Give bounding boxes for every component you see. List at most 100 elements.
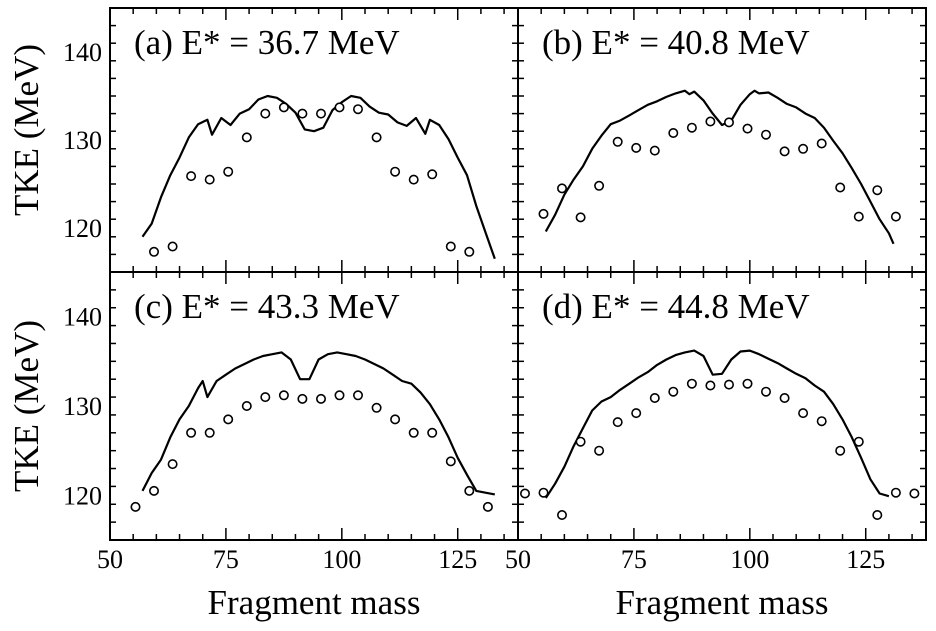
experiment-point	[223, 166, 234, 177]
experiment-point	[260, 392, 271, 403]
experiment-point	[315, 393, 326, 404]
experiment-point	[130, 501, 141, 512]
experiment-point	[779, 146, 790, 157]
experiment-point	[612, 417, 623, 428]
x-tick-label: 100	[322, 545, 361, 574]
experiment-point	[909, 488, 920, 499]
experiment-point	[352, 104, 363, 115]
experiment-point	[649, 392, 660, 403]
experiment-point	[872, 185, 883, 196]
y-tick-label: 120	[63, 214, 102, 243]
experiment-point	[723, 117, 734, 128]
experiment-point	[390, 414, 401, 425]
experiment-point	[594, 180, 605, 191]
experiment-point	[278, 390, 289, 401]
experiment-point	[297, 108, 308, 119]
x-tick-label: 75	[621, 545, 647, 574]
experiment-point	[149, 485, 160, 496]
x-tick-label: 50	[97, 545, 123, 574]
experiment-point	[798, 143, 809, 154]
experiment-point	[186, 171, 197, 182]
experiment-point	[260, 108, 271, 119]
experiment-point	[890, 211, 901, 222]
experiment-point	[482, 501, 493, 512]
experiment-point	[649, 145, 660, 156]
experiment-point	[705, 116, 716, 127]
experiment-point	[686, 122, 697, 133]
experiment-point	[297, 393, 308, 404]
experiment-point	[668, 386, 679, 397]
x-axis-label-left: Fragment mass	[208, 583, 421, 622]
experiment-point	[538, 487, 549, 498]
experiment-point	[742, 378, 753, 389]
experiment-point	[427, 427, 438, 438]
experiment-point	[779, 392, 790, 403]
panels: 120 130 140 (a) E* = 36.7 MeV (b) E* = 40.8 …	[63, 7, 927, 574]
panel-b: (b) E* = 40.8 MeV	[517, 7, 927, 273]
experiment-point	[631, 408, 642, 419]
experiment-point	[223, 414, 234, 425]
calculation-line	[544, 89, 895, 245]
experiment-point	[835, 182, 846, 193]
experiment-point	[575, 436, 586, 447]
experiment-point	[241, 400, 252, 411]
experiment-point	[705, 380, 716, 391]
experiment-point	[668, 128, 679, 139]
y-axis-label-top: TKE (MeV)	[7, 44, 46, 216]
y-axis-label-bottom: TKE (MeV)	[7, 320, 46, 492]
experiment-point	[538, 208, 549, 219]
panel-a: 120 130 140 (a) E* = 36.7 MeV	[63, 7, 519, 273]
y-tick-label: 140	[63, 38, 102, 67]
experiment-point	[575, 212, 586, 223]
experiment-point	[816, 416, 827, 427]
x-tick-label: 50	[505, 545, 531, 574]
x-tick-label: 75	[213, 545, 239, 574]
experiment-point	[427, 169, 438, 180]
experiment-point	[334, 390, 345, 401]
experiment-point	[167, 459, 178, 470]
x-tick-label: 125	[438, 545, 477, 574]
experiment-point	[445, 456, 456, 467]
experiment-point	[241, 132, 252, 143]
experiment-point	[464, 246, 475, 257]
experiment-point	[556, 183, 567, 194]
experiment-point	[872, 509, 883, 520]
experiment-point	[278, 102, 289, 113]
calculation-line	[141, 94, 496, 260]
experiment-point	[816, 138, 827, 149]
experiment-point	[798, 408, 809, 419]
plot-frame	[517, 271, 927, 541]
experiment-point	[334, 102, 345, 113]
panel-c: 120 130 140 50 75 100 125 (c) E* = 43.3 MeV	[63, 271, 519, 574]
experiment-point	[204, 174, 215, 185]
panel-title: (d) E* = 44.8 MeV	[542, 287, 810, 326]
experiment-point	[371, 132, 382, 143]
experiment-point	[186, 427, 197, 438]
panel-d: 50 75 100 125 (d) E* = 44.8 MeV	[505, 271, 927, 574]
experiment-point	[760, 386, 771, 397]
experiment-point	[835, 445, 846, 456]
experiment-point	[853, 211, 864, 222]
experiment-point	[371, 402, 382, 413]
experiment-point	[612, 136, 623, 147]
experiment-point	[167, 241, 178, 252]
x-axis-label-right: Fragment mass	[616, 583, 829, 622]
x-tick-label: 125	[846, 545, 885, 574]
experiment-point	[686, 378, 697, 389]
experiment-point	[390, 166, 401, 177]
experiment-point	[445, 241, 456, 252]
y-tick-label: 130	[63, 392, 102, 421]
panel-title: (a) E* = 36.7 MeV	[134, 23, 400, 62]
experiment-point	[853, 436, 864, 447]
y-tick-label: 140	[63, 303, 102, 332]
y-tick-label: 120	[63, 481, 102, 510]
experiment-point	[631, 142, 642, 153]
experiment-point	[760, 129, 771, 140]
calculation-line	[141, 351, 495, 496]
experiment-point	[519, 488, 530, 499]
experiment-point	[556, 509, 567, 520]
panel-title: (c) E* = 43.3 MeV	[134, 287, 400, 326]
experiment-point	[149, 246, 160, 257]
experiment-point	[352, 390, 363, 401]
